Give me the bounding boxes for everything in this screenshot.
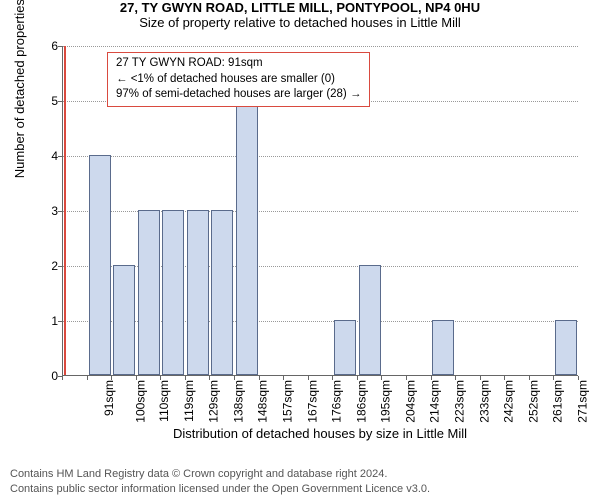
annotation-line: 97% of semi-detached houses are larger (… [116, 87, 361, 103]
x-tick-label: 252sqm [526, 380, 540, 423]
x-tick-label: 176sqm [330, 380, 344, 423]
x-tick-label: 233sqm [477, 380, 491, 423]
x-tick-label: 129sqm [207, 380, 221, 423]
annotation-line: 27 TY GWYN ROAD: 91sqm [116, 56, 361, 72]
x-tick-label: 223sqm [453, 380, 467, 423]
bar [187, 210, 209, 375]
y-tick-label: 1 [44, 314, 58, 328]
bar [138, 210, 160, 375]
bar [113, 265, 135, 375]
bar [432, 320, 454, 375]
x-tick-label: 138sqm [232, 380, 246, 423]
y-tick-label: 6 [44, 39, 58, 53]
y-tick-label: 5 [44, 94, 58, 108]
x-tick-label: 157sqm [281, 380, 295, 423]
x-tick-label: 119sqm [182, 380, 196, 422]
x-tick-label: 110sqm [157, 380, 171, 422]
x-tick-label: 100sqm [133, 380, 147, 423]
annotation-line: ← <1% of detached houses are smaller (0) [116, 72, 361, 88]
x-tick-label: 91sqm [102, 380, 116, 416]
annotation-box: 27 TY GWYN ROAD: 91sqm← <1% of detached … [107, 52, 370, 107]
x-tick-label: 186sqm [354, 380, 368, 423]
bar [334, 320, 356, 375]
x-tick-label: 167sqm [305, 380, 319, 423]
y-tick-label: 0 [44, 369, 58, 383]
footer-line-1: Contains HM Land Registry data © Crown c… [10, 467, 430, 481]
x-tick-label: 195sqm [379, 380, 393, 423]
y-tick-label: 2 [44, 259, 58, 273]
x-tick-label: 204sqm [404, 380, 418, 423]
x-tick-label: 271sqm [576, 380, 590, 423]
plot-area: 27 TY GWYN ROAD: 91sqm← <1% of detached … [62, 46, 578, 376]
x-tick-label: 148sqm [256, 380, 270, 423]
bar [211, 210, 233, 375]
chart-area: Number of detached properties 0123456 27… [36, 46, 578, 418]
bar [236, 100, 258, 375]
chart-subtitle: Size of property relative to detached ho… [0, 15, 600, 30]
attribution-footer: Contains HM Land Registry data © Crown c… [10, 467, 430, 496]
chart-title: 27, TY GWYN ROAD, LITTLE MILL, PONTYPOOL… [0, 0, 600, 15]
y-axis-label: Number of detached properties [12, 0, 27, 178]
bar [359, 265, 381, 375]
footer-line-2: Contains public sector information licen… [10, 482, 430, 496]
bar [162, 210, 184, 375]
y-tick-label: 3 [44, 204, 58, 218]
bar [555, 320, 577, 375]
x-tick-label: 242sqm [502, 380, 516, 423]
x-tick-label: 214sqm [428, 380, 442, 423]
x-axis-label: Distribution of detached houses by size … [62, 426, 578, 441]
bar [89, 155, 111, 375]
y-tick-label: 4 [44, 149, 58, 163]
x-tick-label: 261sqm [551, 380, 565, 423]
